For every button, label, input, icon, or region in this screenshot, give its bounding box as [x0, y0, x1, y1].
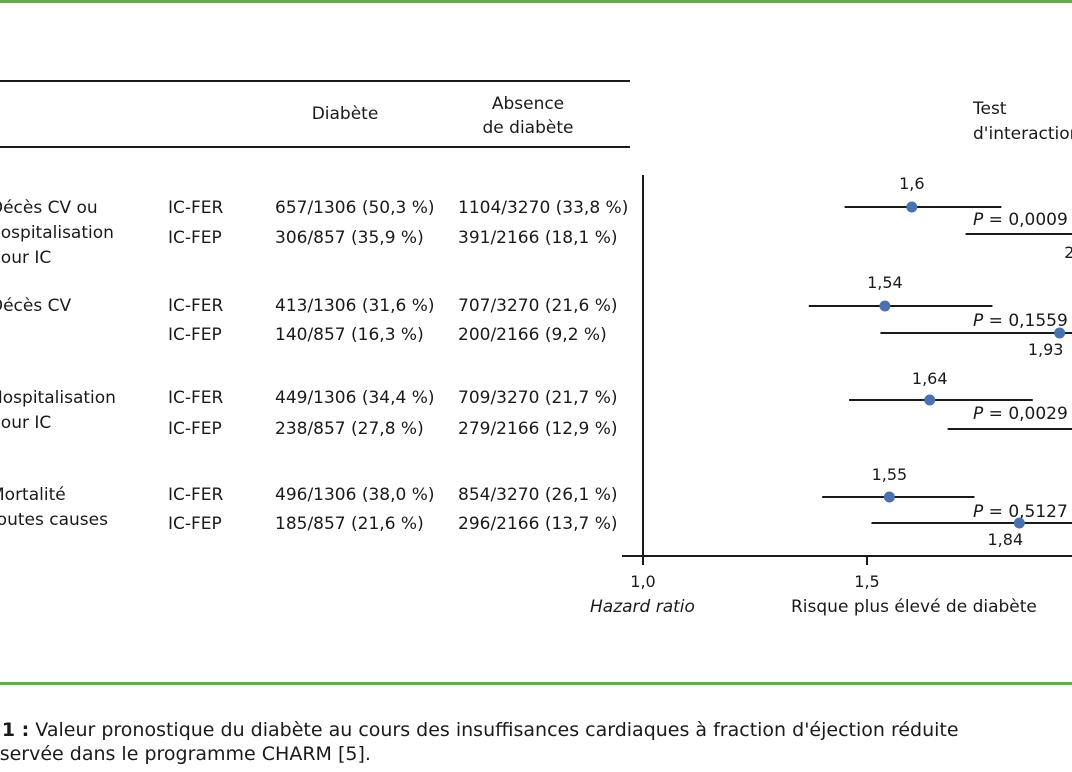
outcome-4-row-1-absence: 854/3270 (26,1 %) [458, 485, 618, 505]
outcome-3-label-line2: pour IC [0, 413, 52, 433]
hr-point [1054, 327, 1066, 339]
x-tick-label: 1,5 [854, 572, 879, 591]
hr-label: 1,64 [912, 369, 948, 388]
outcome-3-row-2-group: IC-FEP [168, 419, 222, 439]
x-axis-label-right: Risque plus élevé de diabète [791, 597, 1037, 617]
x-tick-label: 1,0 [630, 572, 655, 591]
outcome-2-row-2-group: IC-FEP [168, 325, 222, 345]
outcome-4-row-1-diabete: 496/1306 (38,0 %) [275, 485, 435, 505]
hr-label: 1,6 [899, 174, 924, 193]
hr-label: 1,93 [1028, 340, 1064, 359]
top-rule [0, 0, 1072, 3]
hr-point [879, 300, 891, 312]
outcome-2-row-2-absence: 200/2166 (9,2 %) [458, 325, 607, 345]
outcome-3-label-line1: Hospitalisation [0, 388, 116, 408]
hr-label: 1,54 [867, 273, 903, 292]
table-top-rule [0, 80, 630, 82]
hr-point [906, 201, 918, 213]
outcome-1-label-line1: Décès CV ou [0, 198, 98, 218]
outcome-4-p-value: P = 0,5127 [973, 502, 1068, 522]
outcome-4-label-line1: Mortalité [0, 485, 66, 505]
x-axis-label: Hazard ratio [590, 597, 695, 617]
hr-point [924, 394, 936, 406]
header-test-line2: d'interaction [973, 124, 1072, 144]
hr-label: 2,0 [1064, 243, 1072, 262]
outcome-1-row-1-diabete: 657/1306 (50,3 %) [275, 198, 435, 218]
outcome-2-row-2-diabete: 140/857 (16,3 %) [275, 325, 424, 345]
caption-line1: Valeur pronostique du diabète au cours d… [29, 719, 959, 741]
hr-point [1013, 517, 1025, 529]
header-absence-line2: de diabète [482, 118, 574, 138]
outcome-2-row-1-group: IC-FER [168, 296, 224, 316]
outcome-3-row-1-absence: 709/3270 (21,7 %) [458, 388, 618, 408]
outcome-1-row-1-group: IC-FER [168, 198, 224, 218]
outcome-4-row-2-diabete: 185/857 (21,6 %) [275, 514, 424, 534]
outcome-3-row-1-group: IC-FER [168, 388, 224, 408]
outcome-3-p-value: P = 0,0029 [973, 404, 1068, 424]
outcome-1-p-value: P = 0,0009 [973, 210, 1068, 230]
caption-line2: eservée dans le programme CHARM [5]. [0, 743, 371, 765]
caption-number: . 1 : [0, 719, 30, 741]
outcome-2-label-line1: Décès CV [0, 296, 72, 316]
hr-label: 1,55 [872, 465, 908, 484]
figure-caption: . 1 : Valeur pronostique du diabète au c… [0, 718, 959, 766]
outcome-1-row-2-absence: 391/2166 (18,1 %) [458, 228, 618, 248]
outcome-3-row-1-diabete: 449/1306 (34,4 %) [275, 388, 435, 408]
hr-point [883, 491, 895, 503]
outcome-4-row-2-absence: 296/2166 (13,7 %) [458, 514, 618, 534]
header-test-line1: Test [973, 99, 1007, 119]
outcome-3-row-2-absence: 279/2166 (12,9 %) [458, 419, 618, 439]
outcome-4-row-1-group: IC-FER [168, 485, 224, 505]
outcome-1-label-line3: pour IC [0, 248, 52, 268]
outcome-2-row-1-diabete: 413/1306 (31,6 %) [275, 296, 435, 316]
hr-label: 1,84 [988, 530, 1024, 549]
outcome-2-p-value: P = 0,1559 [973, 311, 1068, 331]
outcome-4-row-2-group: IC-FEP [168, 514, 222, 534]
outcome-4-label-line2: toutes causes [0, 510, 108, 530]
header-absence-line1: Absence [491, 94, 565, 114]
outcome-1-row-1-absence: 1104/3270 (33,8 %) [458, 198, 629, 218]
bottom-rule [0, 682, 1072, 685]
outcome-2-row-1-absence: 707/3270 (21,6 %) [458, 296, 618, 316]
outcome-3-row-2-diabete: 238/857 (27,8 %) [275, 419, 424, 439]
header-diabete: Diabète [311, 104, 379, 124]
outcome-1-row-2-group: IC-FEP [168, 228, 222, 248]
outcome-1-row-2-diabete: 306/857 (35,9 %) [275, 228, 424, 248]
table-header-rule [0, 146, 630, 148]
outcome-1-label-line2: hospitalisation [0, 223, 114, 243]
